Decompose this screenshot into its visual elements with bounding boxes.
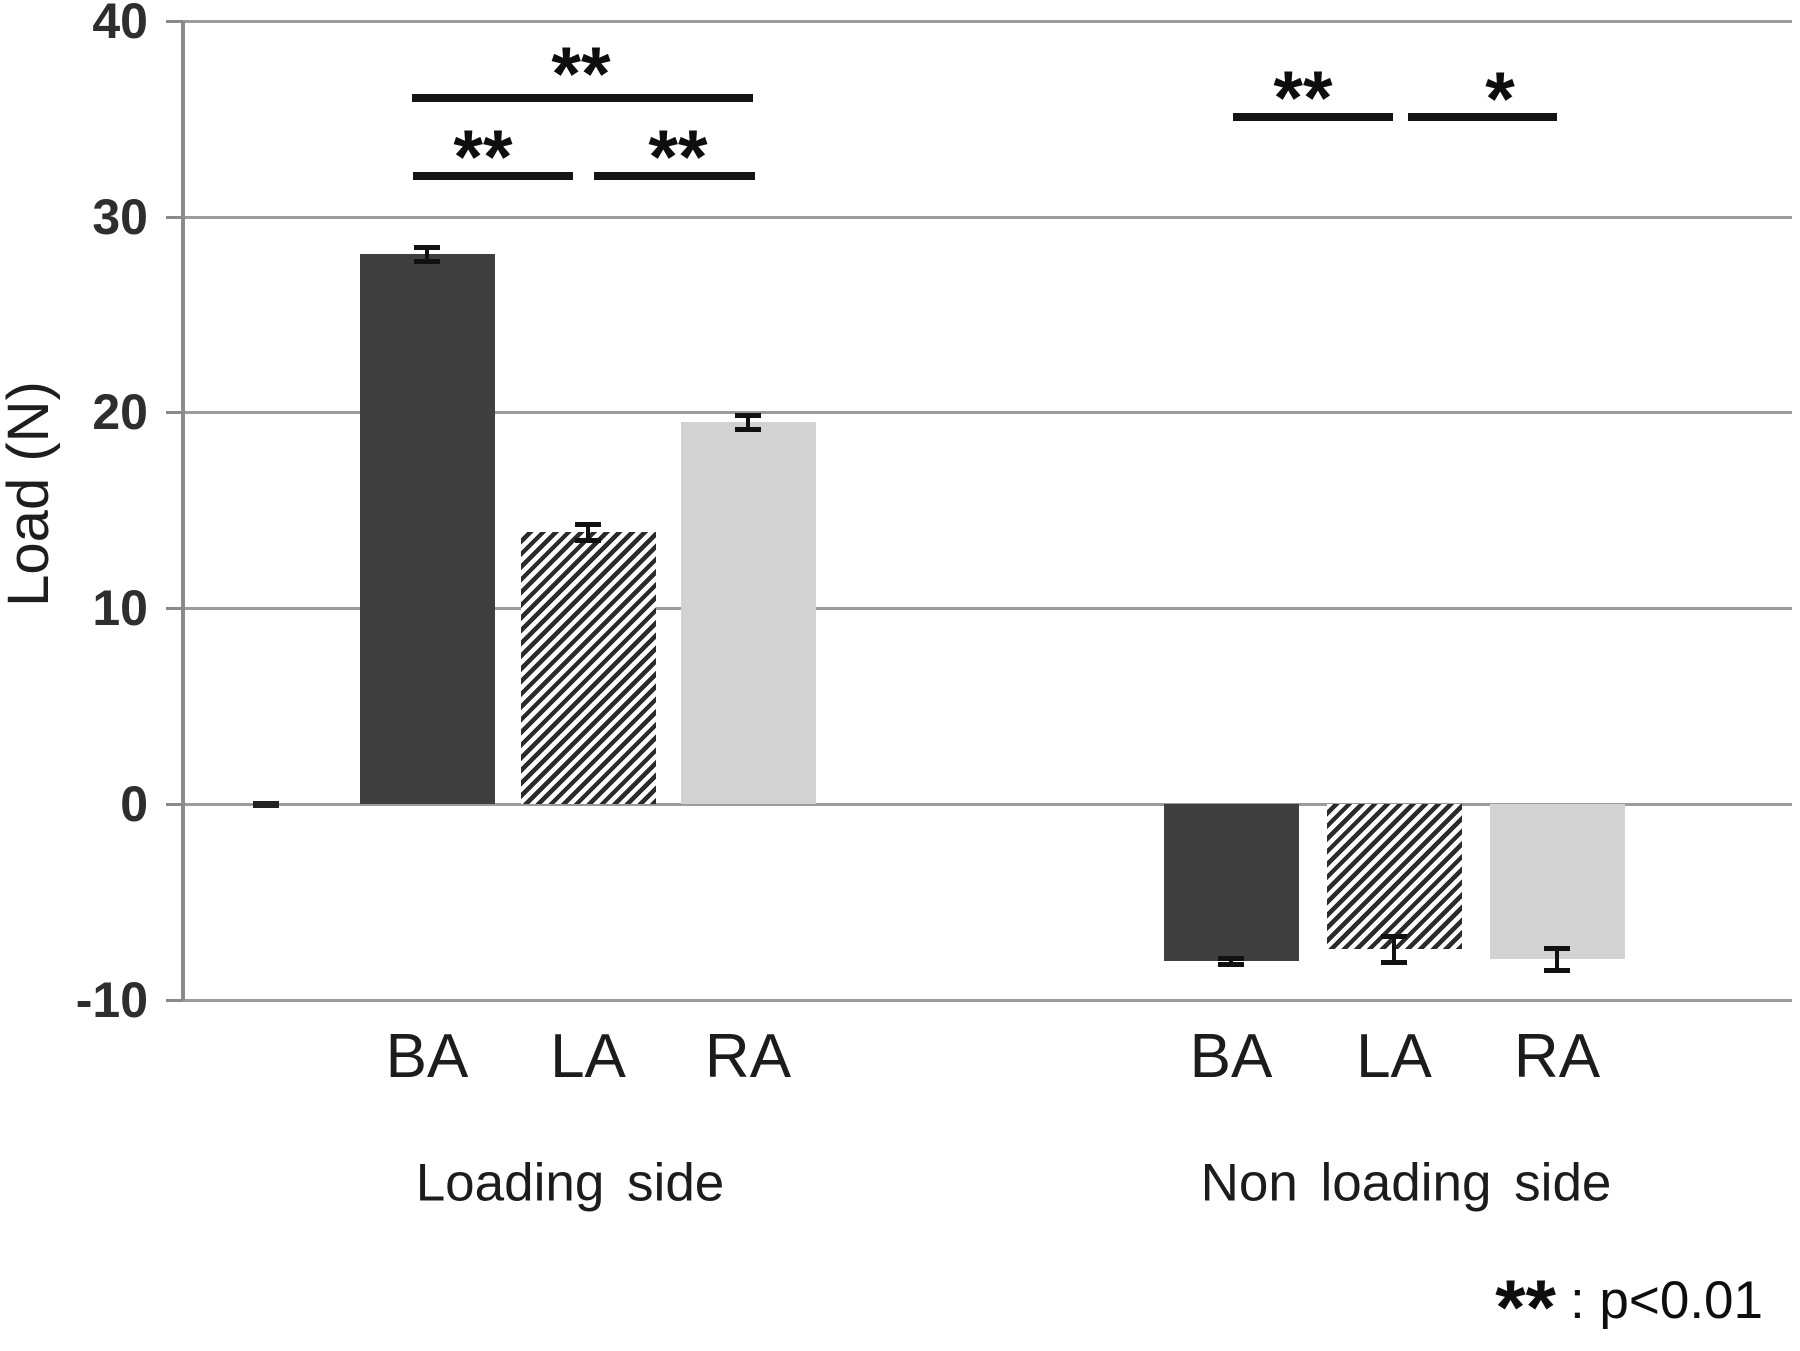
gridline-40 [183,20,1792,23]
y-tick-label-40: 40 [92,0,148,49]
bar-loading-RA [680,422,816,804]
error-bar-loading-RA-stem [746,415,750,429]
error-bar-nonloading-LA-stem [1392,936,1396,962]
category-label-nonloading-BA: BA [1189,1022,1273,1091]
gridline--10 [183,999,1792,1002]
error-bar-loading-LA-cap-bottom [575,538,601,543]
bar-loading-BA [359,254,495,804]
bar-nonloading-RA [1489,804,1625,959]
group-label-loading: Loading side [415,1153,725,1213]
sig-stars-0: ** [551,32,611,117]
error-bar-loading-BA-stem [425,247,429,261]
error-bar-loading-LA-stem [586,524,590,540]
sig-line-0 [412,94,753,102]
y-axis-tick--10 [166,999,183,1002]
bar-nonloading-LA [1326,804,1462,949]
sig-stars-2: ** [648,115,708,200]
category-label-nonloading-RA: RA [1513,1022,1601,1091]
gridline-0 [183,803,1792,806]
zero-line-dash [253,801,279,808]
sig-line-1 [413,172,573,180]
y-axis-tick-30 [166,216,183,219]
error-bar-nonloading-BA-stem [1229,958,1233,964]
error-bar-loading-BA-cap-bottom [414,259,440,264]
y-tick-label-10: 10 [92,580,148,636]
error-bar-loading-LA-cap-top [575,522,601,527]
gridline-10 [183,607,1792,610]
gridline-30 [183,216,1792,219]
legend-text: : p<0.01 [1569,1271,1763,1330]
y-axis-tick-20 [166,411,183,414]
y-axis-tick-0 [166,803,183,806]
sig-line-3 [1233,113,1393,121]
bar-nonloading-BA [1163,804,1299,961]
error-bar-nonloading-RA-cap-top [1544,946,1570,951]
error-bar-nonloading-LA-cap-top [1381,934,1407,939]
sig-line-2 [594,172,755,180]
gridline-20 [183,411,1792,414]
y-axis-title: Load (N) [0,381,61,607]
error-bar-nonloading-LA-cap-bottom [1381,960,1407,965]
sig-stars-4: * [1485,57,1515,142]
error-bar-loading-RA-cap-bottom [735,427,761,432]
y-axis-line [181,21,185,1000]
error-bar-loading-BA-cap-top [414,245,440,250]
category-label-loading-BA: BA [385,1022,469,1091]
y-tick-label--10: -10 [75,972,148,1028]
sig-line-4 [1408,113,1557,121]
category-label-nonloading-LA: LA [1356,1022,1432,1091]
group-label-nonloading: Non loading side [1200,1153,1612,1213]
y-axis-tick-40 [166,20,183,23]
legend-stars: ** [1495,1262,1556,1351]
y-axis-tick-10 [166,607,183,610]
category-label-loading-LA: LA [550,1022,626,1091]
category-label-loading-RA: RA [704,1022,792,1091]
y-tick-label-20: 20 [92,384,148,440]
y-tick-label-30: 30 [92,189,148,245]
bar-loading-LA [520,532,656,804]
y-tick-label-0: 0 [120,776,148,832]
error-bar-nonloading-RA-stem [1555,948,1559,970]
error-bar-loading-RA-cap-top [735,413,761,418]
error-bar-nonloading-RA-cap-bottom [1544,968,1570,973]
sig-stars-1: ** [453,115,513,200]
significance-legend: **: p<0.01 [1495,1252,1763,1346]
error-bar-nonloading-BA-cap-top [1218,956,1244,961]
sig-stars-3: ** [1273,56,1333,141]
error-bar-nonloading-BA-cap-bottom [1218,962,1244,967]
